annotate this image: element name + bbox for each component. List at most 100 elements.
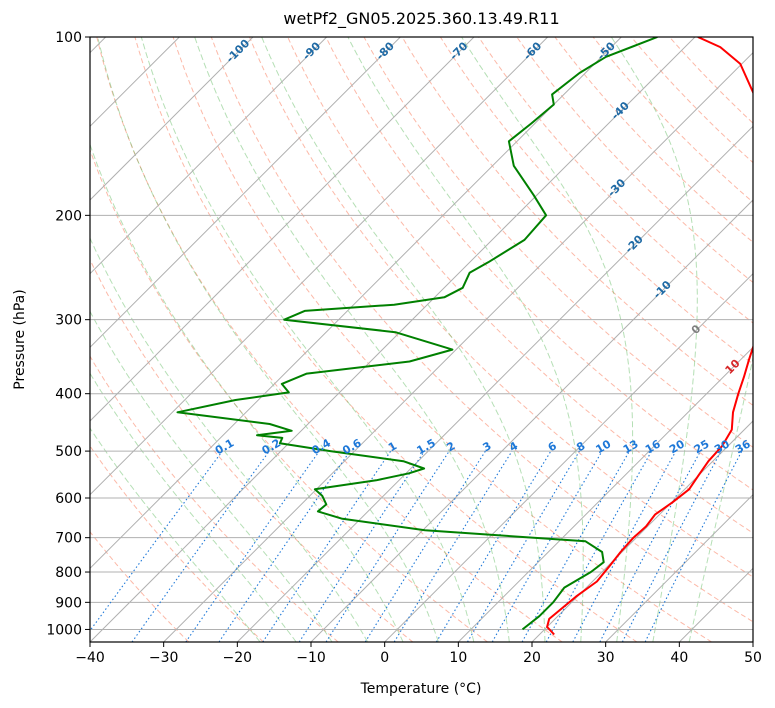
axes-layer: −40 −30 −20 −10 0 10 20 30 40 5010020030040050060… xyxy=(46,30,762,666)
y-tick-label: 900 xyxy=(55,595,82,611)
x-tick-label: −10 xyxy=(296,650,326,666)
moist-adiabat xyxy=(90,427,261,642)
dry-adiabat xyxy=(325,37,753,491)
series-layer xyxy=(176,37,753,636)
isotherm-line xyxy=(90,37,475,422)
isotherm-line xyxy=(531,420,753,642)
mixing-ratio-line xyxy=(644,450,743,642)
dry-adiabat xyxy=(210,37,753,623)
isotherm-line xyxy=(236,125,753,642)
moist-adiabat xyxy=(90,372,297,642)
y-tick-label: 700 xyxy=(55,531,82,547)
mixing-ratio-line xyxy=(298,450,425,642)
dry-adiabat xyxy=(249,37,753,578)
isotherm-line xyxy=(678,567,753,642)
isotherm-label: -60 xyxy=(521,39,544,62)
mixing-ratio-line xyxy=(545,450,653,642)
y-tick-label: 800 xyxy=(55,565,82,581)
isotherm-line xyxy=(90,37,254,201)
mixing-ratio-line xyxy=(572,450,677,642)
y-tick-label: 1000 xyxy=(46,622,82,638)
y-tick-label: 300 xyxy=(55,313,82,329)
isotherm-label: 0 xyxy=(689,322,704,337)
chart-title: wetPf2_GN05.2025.360.13.49.R11 xyxy=(283,9,560,28)
isotherm-label: -10 xyxy=(651,278,674,301)
isotherm-label: -20 xyxy=(623,232,646,255)
x-tick-label: 0 xyxy=(380,650,389,666)
isotherm-label: -70 xyxy=(447,39,470,62)
isotherm-label: -40 xyxy=(609,99,632,122)
moist-adiabat xyxy=(90,142,404,642)
x-tick-label: 40 xyxy=(670,650,688,666)
y-tick-label: 600 xyxy=(55,491,82,507)
dry-adiabat xyxy=(90,445,264,642)
moist-adiabat xyxy=(140,37,475,642)
moist-adiabat xyxy=(610,37,698,642)
mixing-ratio-label: 10 xyxy=(594,437,614,456)
dry-adiabat xyxy=(287,37,753,534)
mixing-ratio-label: 6 xyxy=(546,439,559,454)
dry-adiabat xyxy=(172,37,712,642)
mixing-ratio-line xyxy=(325,450,450,642)
dry-adiabat xyxy=(134,37,638,642)
line-labels-layer: 0.1 0.2 0.4 0.6 1 1.5 2 3 4 6 8 10 13 16 20 25 30 36-100-… xyxy=(213,37,753,457)
mixing-ratio-label: 25 xyxy=(692,437,712,456)
mixing-ratio-label: 0.6 xyxy=(340,436,364,457)
mixing-ratio-line xyxy=(131,450,270,642)
mixing-ratio-line xyxy=(599,450,701,642)
moist-adiabat xyxy=(97,37,439,642)
y-tick-label: 400 xyxy=(55,387,82,403)
isotherm-line xyxy=(605,493,753,642)
moist-adiabat xyxy=(461,37,634,642)
y-tick-label: 500 xyxy=(55,444,82,460)
isotherm-label: -100 xyxy=(224,37,253,66)
x-tick-label: 10 xyxy=(449,650,467,666)
x-tick-label: 20 xyxy=(523,650,541,666)
isotherm-line xyxy=(90,37,549,496)
mixing-ratio-line xyxy=(218,450,351,642)
temperature-profile xyxy=(546,37,753,636)
isotherm-label: -80 xyxy=(374,39,397,62)
dry-adiabat xyxy=(90,148,488,642)
isotherm-line xyxy=(457,346,753,642)
isotherm-label: 10 xyxy=(723,357,743,377)
x-tick-label: −40 xyxy=(75,650,105,666)
mixing-ratio-label: 0.4 xyxy=(310,436,334,457)
plot-frame xyxy=(89,36,754,643)
mixing-ratio-line xyxy=(393,450,513,642)
x-tick-label: 30 xyxy=(597,650,615,666)
y-tick-label: 100 xyxy=(55,30,82,46)
isotherm-label: -90 xyxy=(300,39,323,62)
isotherm-line xyxy=(90,37,696,642)
isotherm-line xyxy=(90,37,401,349)
dry-adiabat xyxy=(554,37,753,243)
x-tick-label: 50 xyxy=(744,650,762,666)
isotherm-line xyxy=(752,641,753,642)
isotherm-line xyxy=(90,37,328,275)
mixing-ratio-label: 3 xyxy=(480,439,493,454)
dry-adiabat xyxy=(363,37,753,448)
moist-adiabat xyxy=(261,37,546,642)
dry-adiabat xyxy=(90,258,414,642)
dry-adiabat xyxy=(401,37,753,406)
mixing-ratio-line xyxy=(521,450,630,642)
mixing-ratio-line xyxy=(90,450,223,632)
isotherm-line xyxy=(90,37,622,570)
moist-adiabat xyxy=(688,355,753,642)
x-tick-label: −30 xyxy=(149,650,179,666)
isotherm-line xyxy=(384,272,753,642)
grid-layer xyxy=(90,37,753,642)
mixing-ratio-line xyxy=(185,450,320,642)
mixing-ratio-line xyxy=(621,450,722,642)
dry-adiabat xyxy=(90,355,339,642)
mixing-ratio-line xyxy=(435,450,552,642)
dry-adiabat xyxy=(96,37,563,642)
dry-adiabat xyxy=(669,37,753,124)
y-tick-label: 200 xyxy=(55,208,82,224)
mixing-ratio-label: 36 xyxy=(733,437,753,456)
mixing-ratio-label: 2 xyxy=(444,439,457,454)
isotherm-line xyxy=(163,51,753,642)
isotherm-line xyxy=(310,199,753,642)
x-tick-label: −20 xyxy=(223,650,253,666)
